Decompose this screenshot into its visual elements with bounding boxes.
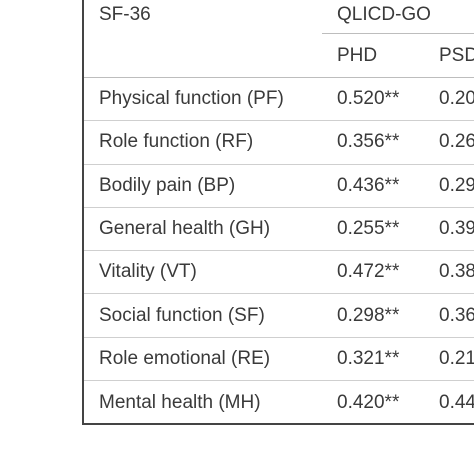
row-divider bbox=[84, 164, 474, 165]
header-group-divider bbox=[322, 33, 474, 34]
row-phd-value: 0.420** bbox=[337, 392, 400, 413]
row-phd-value: 0.255** bbox=[337, 218, 400, 239]
row-psd-value: 0.36 bbox=[439, 305, 474, 326]
row-psd-value: 0.44 bbox=[439, 392, 474, 413]
row-psd-value: 0.21 bbox=[439, 348, 474, 369]
row-label: Role function (RF) bbox=[99, 131, 254, 152]
header-qlicd-go: QLICD-GO bbox=[337, 4, 431, 25]
row-psd-value: 0.39 bbox=[439, 218, 474, 239]
row-phd-value: 0.472** bbox=[337, 261, 400, 282]
row-phd-value: 0.436** bbox=[337, 175, 400, 196]
header-phd: PHD bbox=[337, 45, 378, 66]
correlation-table bbox=[82, 0, 474, 425]
header-divider bbox=[84, 77, 474, 78]
row-psd-value: 0.29 bbox=[439, 175, 474, 196]
row-label: Vitality (VT) bbox=[99, 261, 197, 282]
row-psd-value: 0.20 bbox=[439, 88, 474, 109]
row-label: General health (GH) bbox=[99, 218, 271, 239]
row-phd-value: 0.298** bbox=[337, 305, 400, 326]
row-phd-value: 0.356** bbox=[337, 131, 400, 152]
row-label: Physical function (PF) bbox=[99, 88, 284, 109]
row-phd-value: 0.520** bbox=[337, 88, 400, 109]
row-label: Mental health (MH) bbox=[99, 392, 261, 413]
row-label: Social function (SF) bbox=[99, 305, 265, 326]
row-phd-value: 0.321** bbox=[337, 348, 400, 369]
row-divider bbox=[84, 207, 474, 208]
row-divider bbox=[84, 293, 474, 294]
row-divider bbox=[84, 250, 474, 251]
header-psd: PSD bbox=[439, 45, 474, 66]
row-psd-value: 0.26 bbox=[439, 131, 474, 152]
row-label: Bodily pain (BP) bbox=[99, 175, 236, 196]
row-divider bbox=[84, 120, 474, 121]
row-label: Role emotional (RE) bbox=[99, 348, 271, 369]
row-psd-value: 0.38 bbox=[439, 261, 474, 282]
row-divider bbox=[84, 337, 474, 338]
header-sf36: SF-36 bbox=[99, 4, 151, 25]
row-divider bbox=[84, 380, 474, 381]
